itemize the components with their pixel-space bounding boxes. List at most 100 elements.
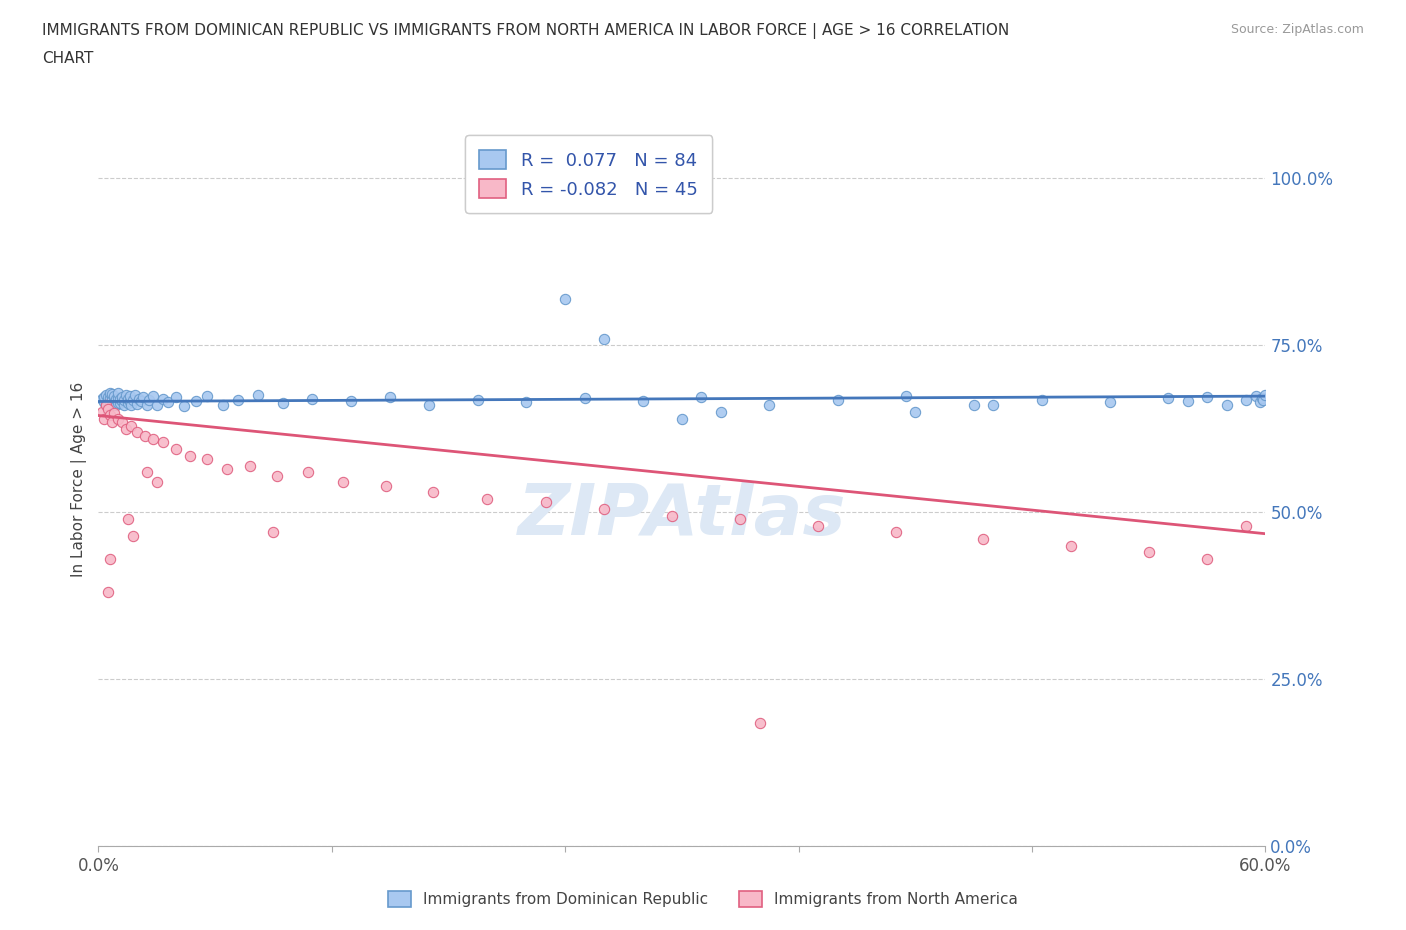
- Point: [1244, 389, 1267, 404]
- Point: [98, 385, 121, 400]
- Point: [827, 392, 849, 407]
- Point: [690, 390, 713, 405]
- Point: [118, 394, 141, 409]
- Point: [97, 397, 120, 412]
- Point: [1177, 394, 1199, 409]
- Point: [117, 392, 139, 406]
- Point: [477, 492, 499, 507]
- Point: [96, 398, 118, 413]
- Point: [111, 415, 134, 430]
- Point: [103, 394, 125, 409]
- Point: [121, 397, 143, 412]
- Point: [122, 392, 145, 407]
- Point: [98, 394, 121, 409]
- Point: [1250, 391, 1272, 405]
- Point: [1137, 545, 1160, 560]
- Point: [93, 390, 115, 405]
- Point: [165, 390, 187, 405]
- Point: [111, 394, 134, 409]
- Point: [972, 532, 994, 547]
- Point: [1031, 392, 1053, 407]
- Point: [593, 501, 616, 516]
- Point: [142, 389, 165, 404]
- Point: [1249, 394, 1271, 409]
- Point: [138, 392, 160, 407]
- Text: Source: ZipAtlas.com: Source: ZipAtlas.com: [1230, 23, 1364, 36]
- Point: [111, 390, 134, 405]
- Point: [98, 391, 121, 405]
- Point: [114, 388, 136, 403]
- Point: [246, 388, 269, 403]
- Point: [121, 418, 143, 433]
- Point: [661, 508, 683, 523]
- Point: [380, 390, 402, 405]
- Point: [127, 425, 149, 440]
- Point: [152, 392, 174, 407]
- Point: [266, 468, 288, 483]
- Point: [165, 442, 187, 457]
- Point: [146, 397, 169, 412]
- Point: [134, 428, 156, 443]
- Point: [107, 386, 129, 401]
- Point: [184, 393, 207, 408]
- Point: [894, 389, 917, 404]
- Point: [97, 390, 120, 405]
- Point: [122, 528, 145, 543]
- Point: [146, 475, 169, 490]
- Point: [97, 392, 120, 407]
- Point: [1195, 390, 1218, 405]
- Point: [758, 398, 780, 413]
- Point: [981, 398, 1004, 413]
- Point: [101, 387, 124, 402]
- Point: [108, 392, 131, 406]
- Point: [554, 291, 576, 306]
- Point: [117, 512, 139, 526]
- Text: IMMIGRANTS FROM DOMINICAN REPUBLIC VS IMMIGRANTS FROM NORTH AMERICA IN LABOR FOR: IMMIGRANTS FROM DOMINICAN REPUBLIC VS IM…: [42, 23, 1010, 39]
- Point: [1254, 388, 1277, 403]
- Point: [129, 394, 152, 409]
- Point: [271, 396, 294, 411]
- Point: [332, 475, 354, 490]
- Point: [101, 415, 124, 430]
- Point: [422, 485, 444, 499]
- Point: [1234, 392, 1257, 407]
- Point: [93, 411, 115, 426]
- Point: [748, 715, 770, 730]
- Point: [112, 392, 135, 407]
- Point: [173, 399, 195, 414]
- Point: [239, 458, 262, 473]
- Point: [101, 396, 124, 411]
- Point: [91, 392, 114, 406]
- Point: [593, 331, 616, 346]
- Point: [467, 392, 489, 407]
- Point: [340, 394, 363, 409]
- Point: [136, 465, 159, 480]
- Point: [132, 390, 155, 405]
- Point: [112, 398, 135, 413]
- Point: [710, 405, 733, 419]
- Point: [103, 389, 125, 404]
- Point: [104, 392, 127, 407]
- Point: [631, 394, 654, 409]
- Y-axis label: In Labor Force | Age > 16: In Labor Force | Age > 16: [72, 381, 87, 577]
- Point: [1157, 391, 1180, 405]
- Point: [962, 397, 984, 412]
- Point: [107, 411, 129, 426]
- Point: [215, 461, 238, 476]
- Point: [118, 389, 141, 404]
- Point: [574, 391, 596, 405]
- Point: [114, 421, 136, 436]
- Point: [297, 465, 319, 480]
- Point: [730, 512, 752, 526]
- Legend: R =  0.077   N = 84, R = -0.082   N = 45: R = 0.077 N = 84, R = -0.082 N = 45: [465, 136, 713, 213]
- Point: [128, 392, 150, 406]
- Point: [807, 518, 830, 533]
- Point: [671, 411, 693, 426]
- Point: [262, 525, 284, 539]
- Point: [107, 391, 129, 405]
- Point: [1195, 551, 1218, 566]
- Point: [157, 394, 180, 409]
- Point: [98, 408, 121, 423]
- Point: [904, 405, 927, 419]
- Point: [107, 395, 129, 410]
